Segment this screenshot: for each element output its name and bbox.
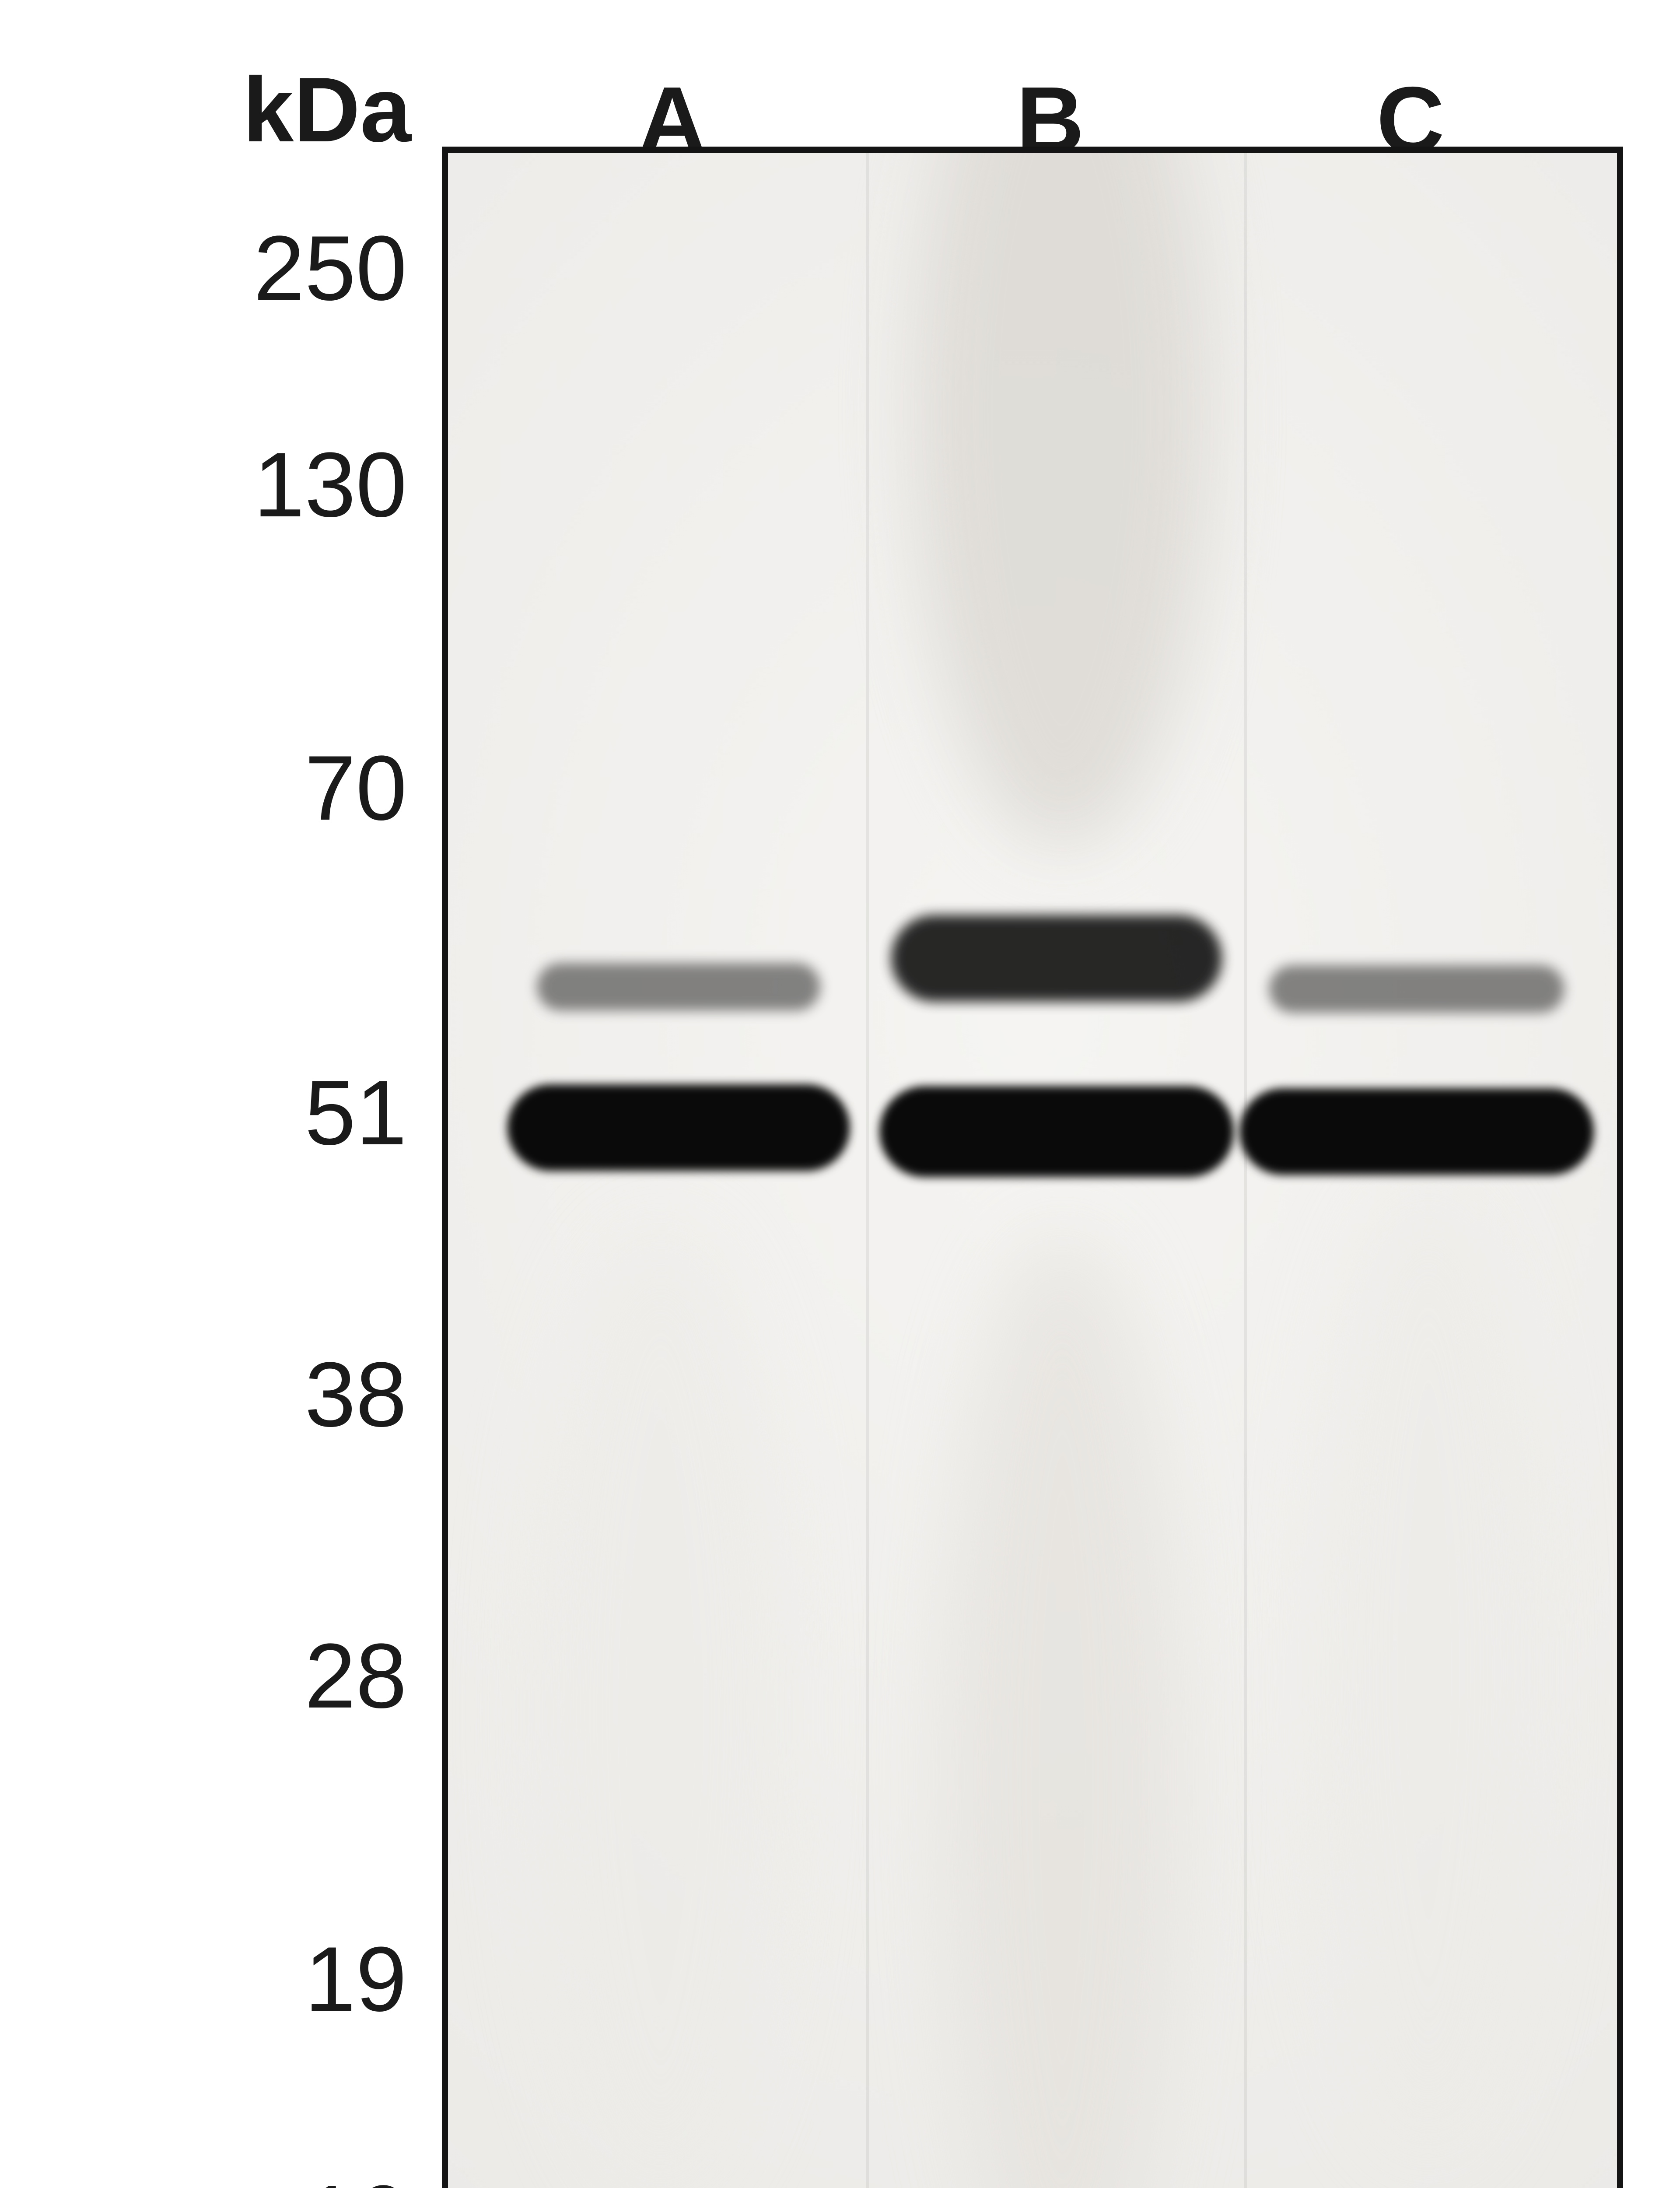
protein-band <box>507 1084 850 1171</box>
background-haze <box>531 1225 791 2188</box>
y-tick-16: 16 <box>0 2165 407 2188</box>
protein-band <box>1239 1088 1594 1175</box>
protein-band <box>537 963 820 1010</box>
western-blot-figure: kDa 250 130 70 51 38 28 19 16 A B C <box>0 0 1680 2188</box>
y-tick-19: 19 <box>0 1926 407 2032</box>
y-tick-51: 51 <box>0 1060 407 1166</box>
y-tick-250: 250 <box>0 215 407 321</box>
protein-band <box>891 915 1222 1002</box>
protein-band <box>879 1086 1234 1177</box>
blot-membrane-frame <box>442 147 1623 2188</box>
lane-divider <box>866 153 869 2188</box>
y-tick-130: 130 <box>0 432 407 538</box>
protein-band <box>1269 965 1564 1013</box>
y-tick-70: 70 <box>0 735 407 841</box>
background-haze <box>915 147 1210 846</box>
background-haze <box>1310 1182 1547 2156</box>
y-tick-38: 38 <box>0 1342 407 1448</box>
y-axis-unit-label: kDa <box>0 57 411 163</box>
blot-membrane <box>448 153 1617 2188</box>
background-haze <box>944 1236 1180 2188</box>
lane-divider <box>1244 153 1247 2188</box>
y-tick-28: 28 <box>0 1623 407 1729</box>
